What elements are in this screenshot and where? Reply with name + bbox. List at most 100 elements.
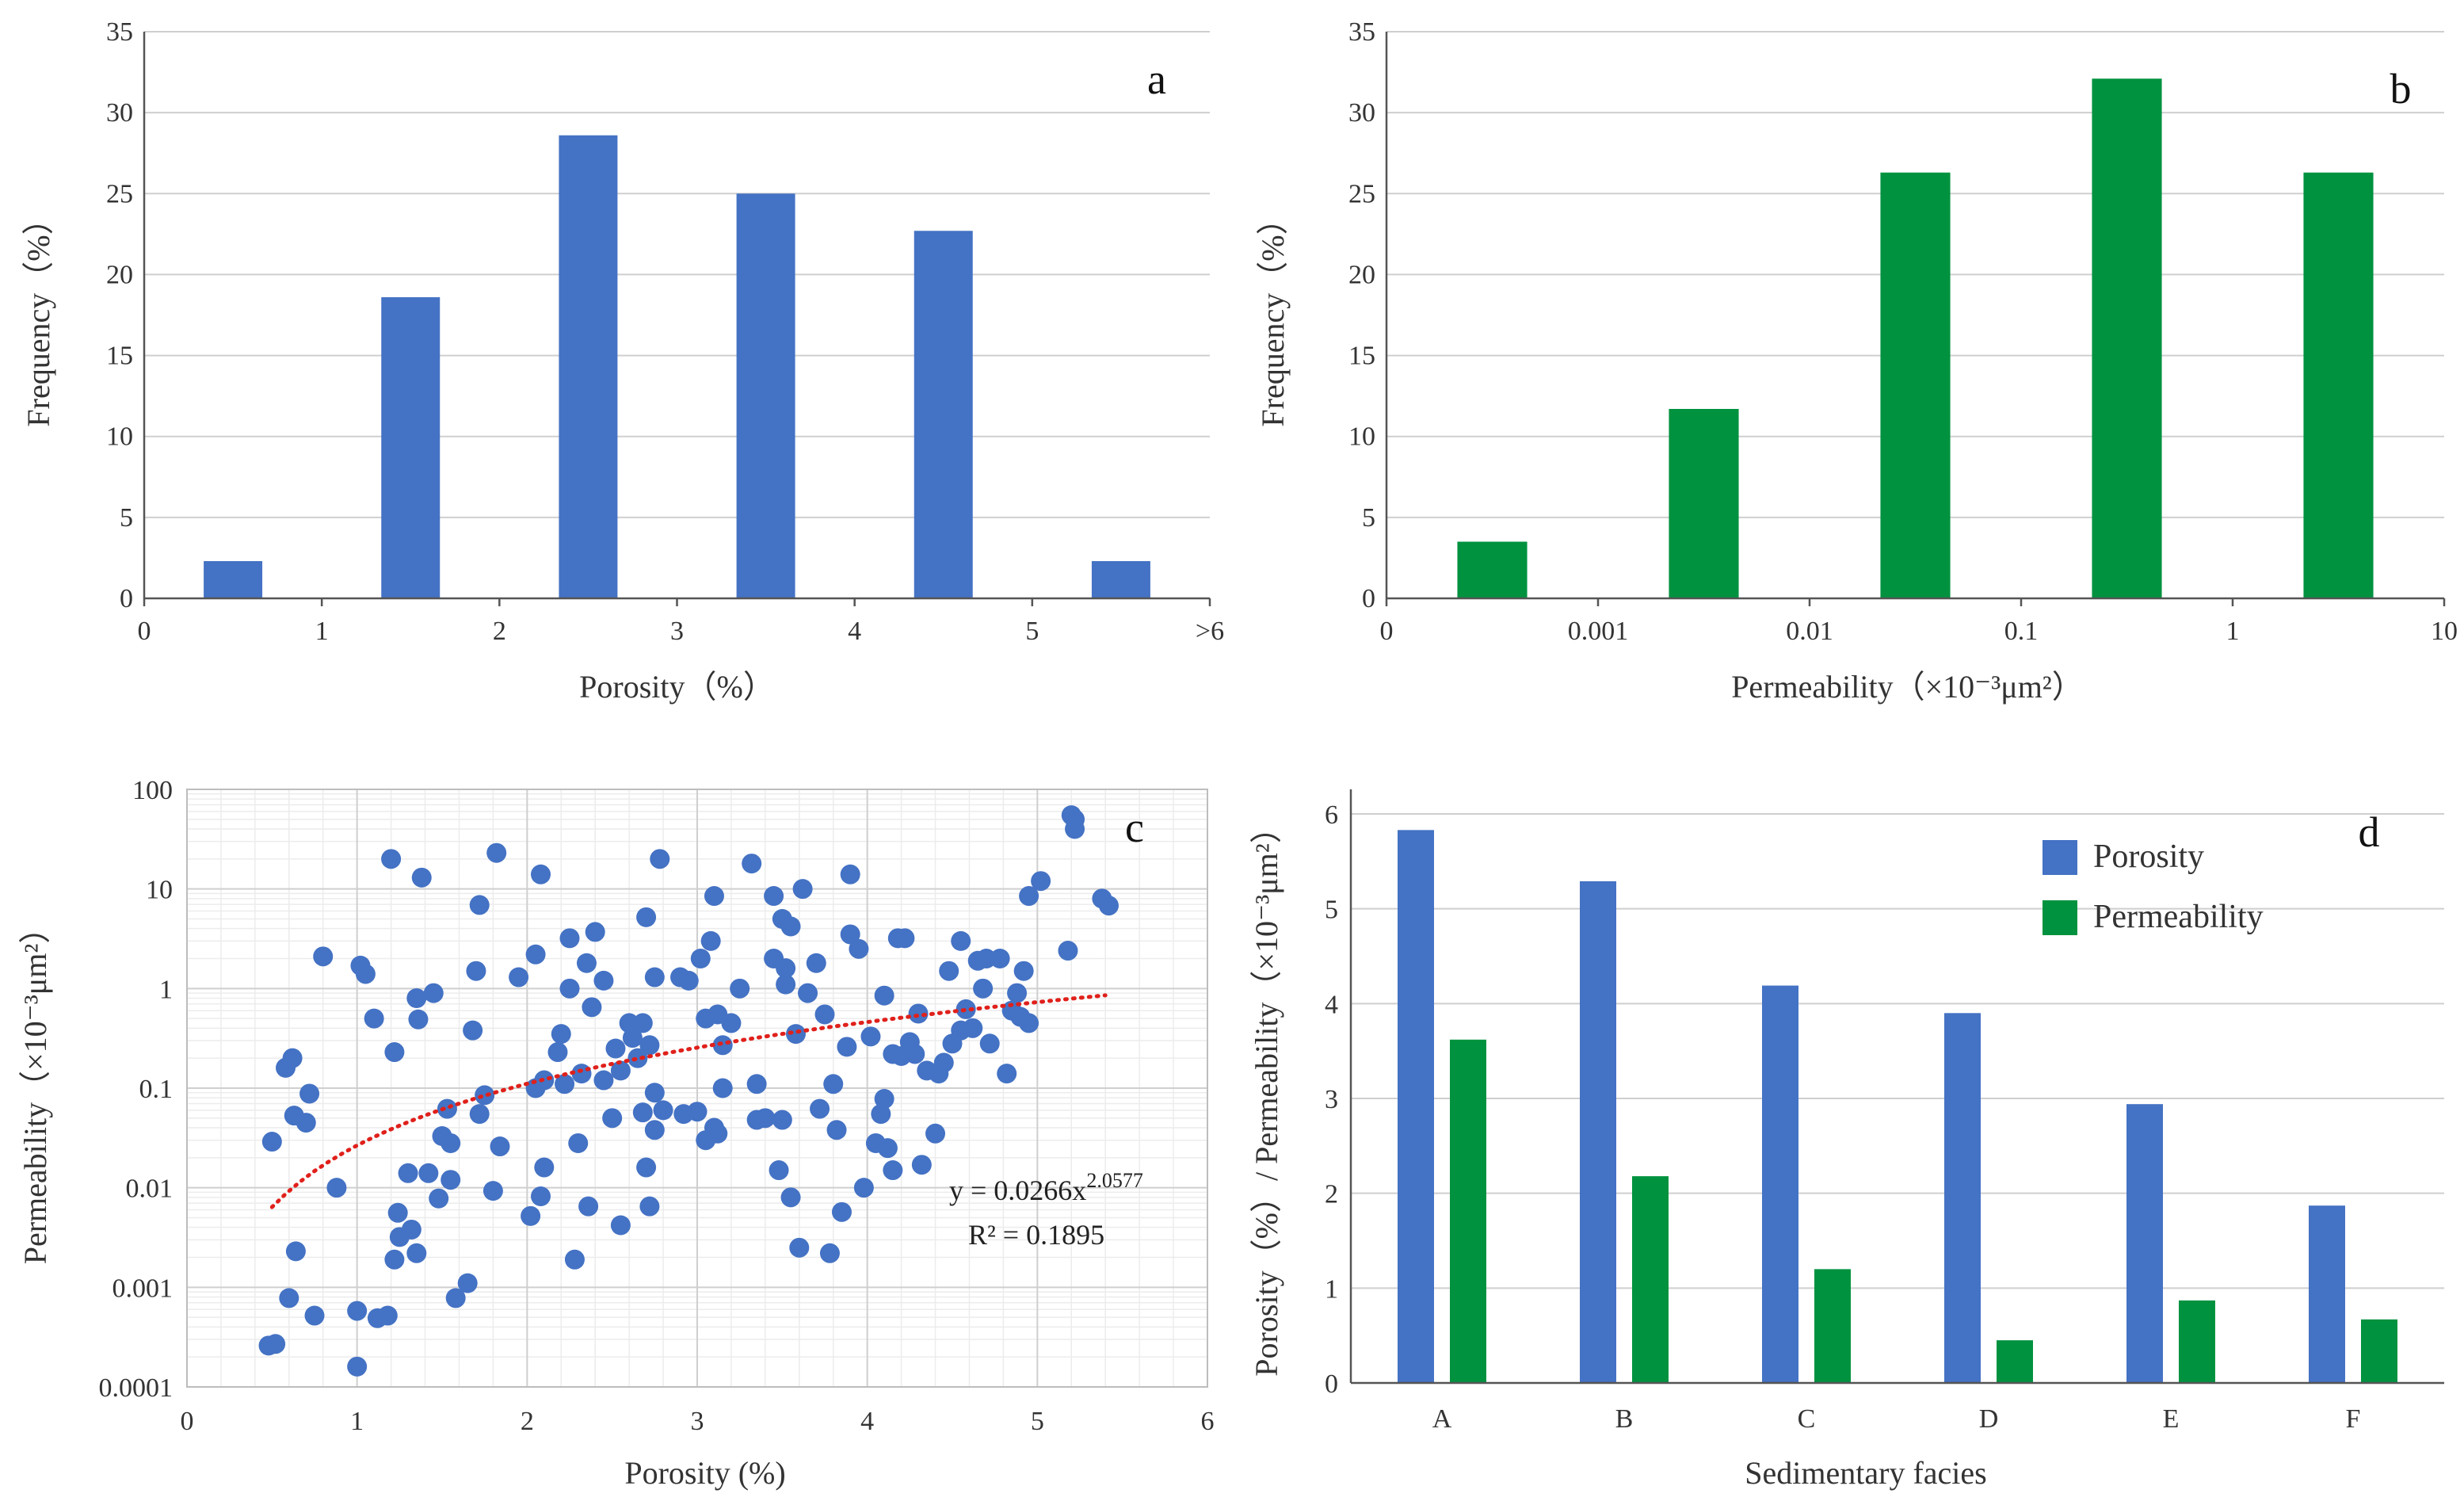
panel-b-ytick-label: 10	[1348, 422, 1375, 452]
panel-c-point	[644, 1083, 665, 1103]
panel-c-point	[282, 1048, 303, 1068]
panel-c-point	[1065, 809, 1085, 830]
panel-c-point	[531, 1186, 551, 1206]
panel-c-point	[877, 1138, 898, 1159]
panel-c-point	[712, 1035, 733, 1056]
panel-c-equation-base: y = 0.0266x	[949, 1175, 1086, 1206]
panel-c-point	[806, 953, 826, 973]
panel-d-ytick-label: 6	[1325, 800, 1338, 830]
panel-c-point	[826, 1120, 847, 1140]
panel-c-point	[525, 944, 546, 964]
panel-c: 0 1 2 3 4 5 6 0.0001 0.001 0.01 0.1 1 10 100 y = 0.026…	[17, 776, 1215, 1491]
panel-a-ytick-label: 5	[120, 503, 133, 533]
panel-c-point	[769, 1160, 789, 1181]
panel-c-point	[742, 854, 762, 874]
panel-c-point	[1007, 983, 1028, 1003]
panel-b-bar	[1669, 408, 1739, 598]
panel-c-point	[610, 1060, 631, 1081]
panel-d-ytick-label: 5	[1325, 896, 1338, 925]
panel-d-bar-permeability	[1632, 1176, 1669, 1383]
panel-d-bar-porosity	[1944, 1013, 1981, 1383]
panel-c-point	[531, 864, 551, 884]
panel-c-point	[347, 1301, 368, 1321]
panel-b-bar	[1880, 172, 1951, 598]
panel-d-label: d	[2359, 808, 2380, 856]
panel-c-point	[466, 961, 486, 981]
panel-c-point	[602, 1108, 623, 1129]
panel-c-point	[819, 1243, 840, 1263]
panel-a-bar	[1091, 561, 1150, 598]
panel-c-point	[299, 1083, 320, 1104]
panel-c-point	[285, 1241, 306, 1262]
panel-c-point	[776, 974, 796, 995]
panel-c-point	[925, 1123, 946, 1144]
panel-d-bar-permeability	[2179, 1300, 2215, 1383]
panel-c-point	[639, 1196, 660, 1217]
panel-c-plot-frame	[186, 789, 1208, 1388]
panel-c-point	[636, 1157, 657, 1178]
panel-a-xtick-label: 5	[1025, 617, 1039, 646]
panel-a-ytick-label: 20	[106, 260, 133, 289]
panel-c-ytick-label: 1	[159, 975, 173, 1004]
panel-a-bar	[381, 297, 441, 598]
panel-c-point	[1098, 896, 1119, 916]
panel-c-point	[831, 1201, 852, 1222]
panel-c-point	[786, 1024, 807, 1045]
panel-c-point	[871, 1104, 891, 1125]
panel-a-bar	[736, 193, 795, 599]
panel-d-xtick-label: F	[2346, 1404, 2361, 1434]
panel-b-bar	[1457, 541, 1528, 598]
panel-a-ytick-label: 25	[106, 179, 133, 208]
panel-c-point	[939, 961, 959, 981]
panel-c-point	[687, 1102, 708, 1122]
panel-a-ytick-label: 10	[106, 422, 133, 452]
panel-c-point	[853, 1178, 874, 1198]
panel-a-xtick-label: 4	[848, 617, 861, 646]
panel-c-point	[1031, 871, 1051, 892]
panel-c-point	[780, 1187, 801, 1208]
panel-c-point	[990, 949, 1010, 969]
panel-c-point	[619, 1013, 639, 1033]
panel-d-ytick-label: 1	[1325, 1274, 1338, 1304]
panel-c-xtick-label: 2	[521, 1407, 534, 1436]
panel-c-point	[445, 1288, 466, 1308]
panel-a-xtick-label: 0	[138, 617, 151, 646]
panel-c-point	[997, 1064, 1017, 1084]
panel-d-xtick-label: D	[1979, 1404, 1999, 1434]
panel-c-point	[690, 949, 711, 969]
panel-c-point	[483, 1181, 503, 1201]
panel-c-label: c	[1125, 804, 1144, 851]
panel-a-ytick-label: 30	[106, 98, 133, 128]
panel-d-legend-label: Porosity	[2093, 838, 2204, 875]
panel-c-point	[772, 1110, 792, 1130]
panel-c-point	[721, 1013, 742, 1033]
panel-c-point	[708, 1123, 728, 1144]
panel-c-point	[521, 1205, 541, 1226]
panel-c-point	[764, 886, 784, 907]
panel-c-point	[406, 1243, 427, 1263]
panel-b: 0 5 10 15 20 25 30 35 0 0.001 0.01 0.1 1 10 Permeabili…	[1255, 17, 2458, 705]
panel-c-point	[406, 988, 427, 1009]
panel-c-point	[798, 983, 818, 1003]
panel-c-point	[547, 1042, 568, 1063]
panel-c-xtick-label: 5	[1031, 1407, 1044, 1436]
panel-c-point	[963, 1018, 983, 1038]
panel-c-point	[979, 1033, 1000, 1054]
panel-b-ytick-label: 20	[1348, 260, 1375, 289]
panel-c-point	[304, 1305, 325, 1326]
panel-c-point	[509, 967, 529, 987]
panel-c-point	[911, 1155, 932, 1175]
panel-c-point	[469, 1104, 490, 1125]
panel-a-xtick-label: 2	[493, 617, 506, 646]
panel-d-ylabel: Porosity（%）/ Permeability（×10⁻³μm²）	[1249, 812, 1284, 1376]
panel-c-xtick-label: 4	[860, 1407, 874, 1436]
panel-c-ytick-label: 0.1	[139, 1075, 174, 1104]
panel-c-point	[874, 1089, 894, 1110]
panel-c-point	[860, 1026, 881, 1047]
panel-d: 0 1 2 3 4 5 6 A B C D E F Porosity Permeability Sedimen…	[1249, 789, 2444, 1491]
panel-a-xtick-label: >6	[1196, 617, 1224, 646]
panel-c-ytick-label: 0.001	[113, 1274, 174, 1303]
panel-c-point	[792, 879, 813, 900]
panel-d-xtick-label: A	[1432, 1404, 1452, 1434]
panel-b-ytick-label: 30	[1348, 98, 1375, 128]
